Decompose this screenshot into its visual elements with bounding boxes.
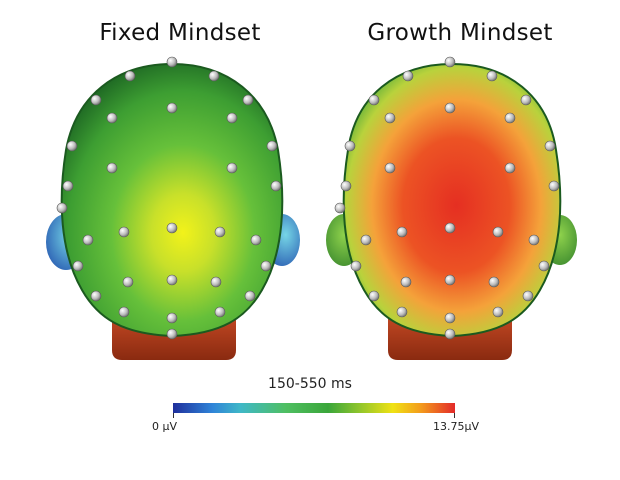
electrode-marker: [250, 234, 262, 246]
electrode-marker: [66, 140, 78, 152]
electrode-marker: [208, 70, 220, 82]
electrode-marker: [166, 56, 178, 68]
electrode-marker: [444, 102, 456, 114]
electrode-marker: [226, 162, 238, 174]
electrode-marker: [396, 306, 408, 318]
colorbar-min-tick: [173, 413, 174, 418]
electrode-marker: [166, 328, 178, 340]
electrode-marker: [486, 70, 498, 82]
electrode-marker: [90, 94, 102, 106]
electrode-marker: [242, 94, 254, 106]
electrode-marker: [444, 56, 456, 68]
electrode-marker: [400, 276, 412, 288]
electrode-marker: [166, 274, 178, 286]
colorbar: [173, 403, 455, 413]
electrode-marker: [384, 112, 396, 124]
electrode-marker: [72, 260, 84, 272]
electrode-marker: [522, 290, 534, 302]
electrode-marker: [488, 276, 500, 288]
growth-mindset-title: Growth Mindset: [367, 20, 553, 46]
electrode-marker: [444, 222, 456, 234]
electrode-marker: [244, 290, 256, 302]
electrode-marker: [214, 306, 226, 318]
electrode-marker: [166, 222, 178, 234]
electrode-marker: [402, 70, 414, 82]
electrode-marker: [122, 276, 134, 288]
electrode-marker: [544, 140, 556, 152]
electrode-marker: [368, 94, 380, 106]
colorbar-max-tick: [454, 413, 455, 418]
electrode-marker: [396, 226, 408, 238]
electrode-marker: [334, 202, 346, 214]
colorbar-max-label: 13.75μV: [433, 420, 480, 433]
electrode-marker: [210, 276, 222, 288]
electrode-marker: [492, 306, 504, 318]
electrode-marker: [350, 260, 362, 272]
electrode-marker: [340, 180, 352, 192]
electrode-marker: [226, 112, 238, 124]
electrode-marker: [492, 226, 504, 238]
electrode-marker: [270, 180, 282, 192]
colorbar-min-label: 0 μV: [152, 420, 178, 433]
electrode-marker: [82, 234, 94, 246]
electrode-marker: [444, 274, 456, 286]
electrode-marker: [62, 180, 74, 192]
electrode-marker: [214, 226, 226, 238]
electrode-marker: [166, 312, 178, 324]
electrode-marker: [504, 162, 516, 174]
growth-mindset-head: [326, 62, 577, 360]
electrode-marker: [520, 94, 532, 106]
electrode-marker: [166, 102, 178, 114]
electrode-marker: [538, 260, 550, 272]
electrode-marker: [266, 140, 278, 152]
electrode-marker: [106, 112, 118, 124]
electrode-marker: [118, 226, 130, 238]
electrode-markers: [56, 56, 560, 340]
fixed-mindset-head: [46, 62, 300, 360]
time-window-label: 150-550 ms: [268, 376, 352, 392]
fixed-mindset-title: Fixed Mindset: [99, 20, 261, 46]
electrode-marker: [504, 112, 516, 124]
electrode-marker: [444, 312, 456, 324]
electrode-marker: [344, 140, 356, 152]
electrode-marker: [90, 290, 102, 302]
electrode-marker: [360, 234, 372, 246]
electrode-marker: [118, 306, 130, 318]
electrode-marker: [106, 162, 118, 174]
electrode-marker: [56, 202, 68, 214]
electrode-marker: [124, 70, 136, 82]
electrode-marker: [528, 234, 540, 246]
electrode-marker: [444, 328, 456, 340]
electrode-marker: [548, 180, 560, 192]
electrode-marker: [368, 290, 380, 302]
electrode-marker: [384, 162, 396, 174]
electrode-marker: [260, 260, 272, 272]
